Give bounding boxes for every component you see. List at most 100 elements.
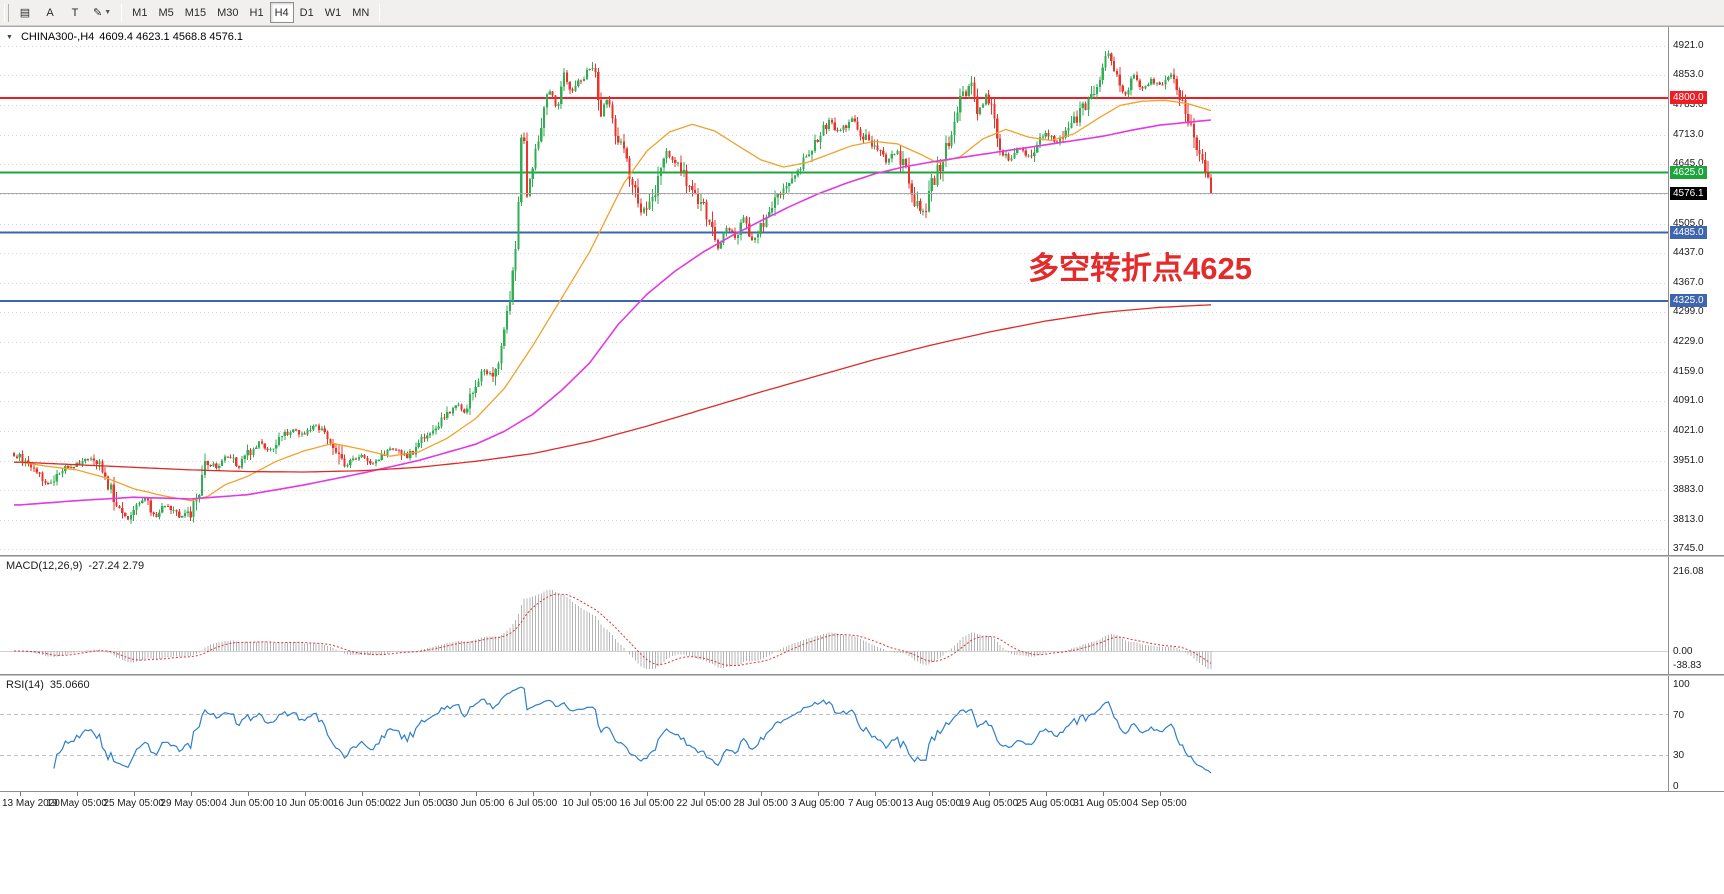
time-label: 31 Aug 05:00 [1073,798,1133,809]
chart-collapse-icon[interactable]: ▼ [6,34,13,41]
ohlc-values: 4609.4 4623.1 4568.8 4576.1 [99,31,244,43]
tool-button-text-label[interactable]: T [63,2,87,23]
time-tick [1102,792,1104,796]
time-label: 3 Aug 05:00 [790,798,845,809]
time-tick [817,792,819,796]
level-price-badge: 4485.0 [1670,225,1707,239]
time-tick [475,792,477,796]
time-tick [532,792,534,796]
time-tick [19,792,21,796]
rsi-label: RSI(14) 35.0660 [6,679,90,691]
macd-panel: MACD(12,26,9) -27.24 2.79 216.08 0.00 -38.8… [0,557,1724,674]
price-gridlines [0,46,1668,550]
price-tick: 4437.0 [1673,247,1704,259]
bid-price-badge: 4576.1 [1670,187,1707,201]
time-label: 13 Aug 05:00 [902,798,962,809]
time-tick [646,792,648,796]
timeframe-button-mn[interactable]: MN [347,2,374,23]
main-chart-canvas[interactable] [0,27,1668,555]
tool-button-text-a[interactable]: A [38,2,62,23]
toolbar-grip[interactable] [4,3,9,22]
timeframe-button-d1[interactable]: D1 [295,2,319,23]
time-tick [874,792,876,796]
dropdown-caret-icon: ▼ [104,9,112,16]
price-tick: 4783.0 [1673,99,1704,111]
chart-window: ▼ CHINA300-,H4 4609.4 4623.1 4568.8 4576.1… [0,26,1724,894]
level-price-badge: 4800.0 [1670,91,1707,105]
price-tick: 4645.0 [1673,158,1704,170]
chart-toolbar: ▤ A T ✎ ▼ M1 M5 M15 M30 H1 H4 D1 W1 MN [0,0,1724,26]
rsi-value: 35.0660 [49,679,90,691]
ma-slow-line[interactable] [14,304,1212,473]
window-background [0,813,1724,894]
time-tick [304,792,306,796]
bull-bodies [18,53,1173,520]
chart-text-annotation[interactable]: 多空转折点4625 [1028,251,1252,286]
time-label: 10 Jun 05:00 [275,798,334,809]
macd-canvas[interactable] [0,557,1668,674]
toolbar-separator [121,3,123,22]
drawing-tools-group: ▤ A T ✎ ▼ [13,2,116,23]
macd-signal-line [14,593,1212,666]
rsi-canvas[interactable] [0,676,1668,791]
ma-mid-line[interactable] [14,119,1212,506]
macd-axis-tick: 0.00 [1673,646,1693,657]
time-label: 25 May 05:00 [103,798,164,809]
macd-label: MACD(12,26,9) -27.24 2.79 [6,560,144,572]
time-tick [76,792,78,796]
time-tick [760,792,762,796]
time-tick [931,792,933,796]
timeframe-button-m15[interactable]: M15 [180,2,211,23]
level-price-badge: 4325.0 [1670,294,1707,308]
time-tick [703,792,705,796]
time-axis[interactable]: 13 May 2020 19 May 05:00 25 May 05:00 29 Ma… [0,791,1724,813]
price-tick: 4229.0 [1673,335,1704,347]
time-tick [190,792,192,796]
price-tick: 4299.0 [1673,306,1704,318]
horizontal-level-lines[interactable] [0,96,1668,302]
macd-histogram [16,589,1212,669]
price-tick: 4021.0 [1673,424,1704,436]
price-axis[interactable]: 4921.04853.04783.04713.04645.04575.04505… [1668,27,1724,555]
rsi-axis[interactable]: 100 70 30 0 [1668,676,1724,792]
price-tick: 4921.0 [1673,40,1704,51]
time-label: 13 May 2020 [2,798,60,809]
rsi-line [53,686,1212,774]
main-chart-panel: ▼ CHINA300-,H4 4609.4 4623.1 4568.8 4576.1… [0,27,1724,555]
macd-name: MACD(12,26,9) [6,560,83,572]
price-tick: 4505.0 [1673,217,1704,229]
time-tick [589,792,591,796]
tool-button-windows[interactable]: ▤ [13,2,37,23]
price-tick: 3745.0 [1673,543,1704,554]
timeframe-button-m5[interactable]: M5 [153,2,178,23]
timeframe-button-h1[interactable]: H1 [245,2,269,23]
draw-icon: ✎ [93,7,103,19]
rsi-axis-tick: 30 [1673,750,1685,762]
level-price-badge: 4625.0 [1670,166,1707,180]
panel-splitter[interactable] [0,555,1724,557]
time-tick [1045,792,1047,796]
time-label: 30 Jun 05:00 [446,798,505,809]
price-tick: 4091.0 [1673,395,1704,406]
text-a-icon: A [46,6,54,19]
time-label: 19 May 05:00 [46,798,107,809]
macd-axis[interactable]: 216.08 0.00 -38.83 [1668,557,1724,674]
symbol-timeframe-label: CHINA300-,H4 [20,31,95,43]
rsi-panel: RSI(14) 35.0660 100 70 30 0 [0,676,1724,792]
timeframe-button-m30[interactable]: M30 [212,2,243,23]
panel-splitter[interactable] [0,674,1724,676]
timeframe-button-m1[interactable]: M1 [127,2,152,23]
time-label: 25 Aug 05:00 [1016,798,1076,809]
price-tick: 4367.0 [1673,276,1704,288]
ma-fast-line[interactable] [14,99,1212,502]
time-label: 4 Sep 05:00 [1132,798,1187,809]
tool-button-draw[interactable]: ✎ ▼ [88,2,116,23]
windows-icon: ▤ [19,7,31,19]
price-tick: 4159.0 [1673,365,1704,377]
timeframe-button-h4[interactable]: H4 [269,2,294,23]
price-tick: 3883.0 [1673,483,1704,495]
rsi-axis-tick: 70 [1673,709,1685,721]
timeframe-button-w1[interactable]: W1 [320,2,347,23]
macd-axis-tick: -38.83 [1673,660,1702,672]
time-label: 16 Jun 05:00 [332,798,391,809]
